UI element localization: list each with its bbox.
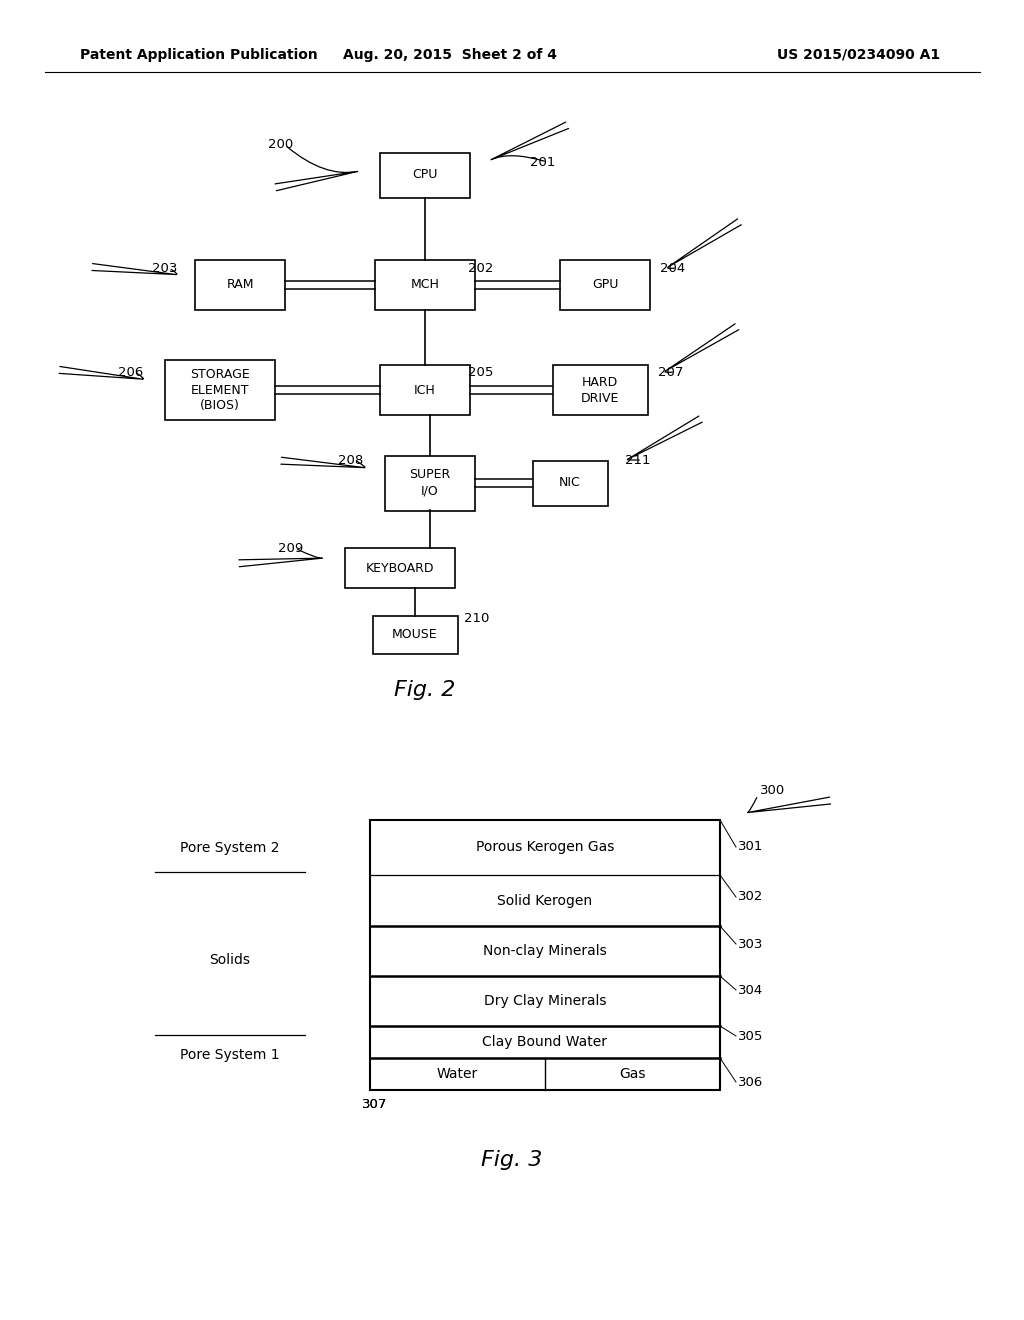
Bar	[380, 366, 470, 414]
Text: Pore System 2: Pore System 2	[180, 841, 280, 855]
Bar	[560, 260, 650, 310]
Text: 307: 307	[362, 1097, 387, 1110]
Text: Dry Clay Minerals: Dry Clay Minerals	[483, 994, 606, 1008]
Text: 208: 208	[338, 454, 364, 466]
Bar	[195, 260, 285, 310]
Text: MCH: MCH	[411, 279, 439, 292]
Bar	[165, 360, 275, 420]
Text: 202: 202	[468, 261, 494, 275]
Bar	[553, 366, 647, 414]
Text: 200: 200	[268, 139, 293, 152]
Text: 211: 211	[625, 454, 650, 466]
Text: 306: 306	[738, 1076, 763, 1089]
Text: SUPER
I/O: SUPER I/O	[410, 469, 451, 498]
Text: Patent Application Publication: Patent Application Publication	[80, 48, 317, 62]
Text: 300: 300	[760, 784, 785, 796]
Text: KEYBOARD: KEYBOARD	[366, 561, 434, 574]
Bar	[385, 455, 475, 511]
Text: 301: 301	[738, 841, 763, 854]
Text: CPU: CPU	[413, 169, 437, 181]
Text: MOUSE: MOUSE	[392, 628, 438, 642]
Bar	[375, 260, 475, 310]
Text: NIC: NIC	[559, 477, 581, 490]
Text: ICH: ICH	[414, 384, 436, 396]
Text: HARD
DRIVE: HARD DRIVE	[581, 375, 620, 404]
Text: 204: 204	[660, 261, 685, 275]
Text: Pore System 1: Pore System 1	[180, 1048, 280, 1063]
Text: 205: 205	[468, 366, 494, 379]
Text: 305: 305	[738, 1030, 763, 1043]
Bar	[345, 548, 455, 587]
Text: Fig. 2: Fig. 2	[394, 680, 456, 700]
Text: 201: 201	[530, 156, 555, 169]
Text: Aug. 20, 2015  Sheet 2 of 4: Aug. 20, 2015 Sheet 2 of 4	[343, 48, 557, 62]
Bar	[370, 820, 720, 1090]
Text: 307: 307	[362, 1097, 387, 1110]
Text: 303: 303	[738, 937, 763, 950]
Text: US 2015/0234090 A1: US 2015/0234090 A1	[777, 48, 940, 62]
Text: 203: 203	[152, 261, 177, 275]
Text: Solid Kerogen: Solid Kerogen	[498, 894, 593, 908]
Bar	[373, 616, 458, 653]
Text: Solids: Solids	[210, 953, 251, 968]
Text: Porous Kerogen Gas: Porous Kerogen Gas	[476, 841, 614, 854]
Text: 207: 207	[658, 366, 683, 379]
Bar	[380, 153, 470, 198]
Text: Gas: Gas	[620, 1067, 646, 1081]
Text: 209: 209	[278, 541, 303, 554]
Bar	[532, 461, 607, 506]
Text: RAM: RAM	[226, 279, 254, 292]
Text: 302: 302	[738, 891, 763, 903]
Text: GPU: GPU	[592, 279, 618, 292]
Text: Fig. 3: Fig. 3	[481, 1150, 543, 1170]
Text: 206: 206	[118, 366, 143, 379]
Text: Clay Bound Water: Clay Bound Water	[482, 1035, 607, 1049]
Text: Water: Water	[437, 1067, 478, 1081]
Text: 210: 210	[464, 611, 489, 624]
Text: Non-clay Minerals: Non-clay Minerals	[483, 944, 607, 958]
Text: 304: 304	[738, 983, 763, 997]
Text: STORAGE
ELEMENT
(BIOS): STORAGE ELEMENT (BIOS)	[190, 367, 250, 412]
